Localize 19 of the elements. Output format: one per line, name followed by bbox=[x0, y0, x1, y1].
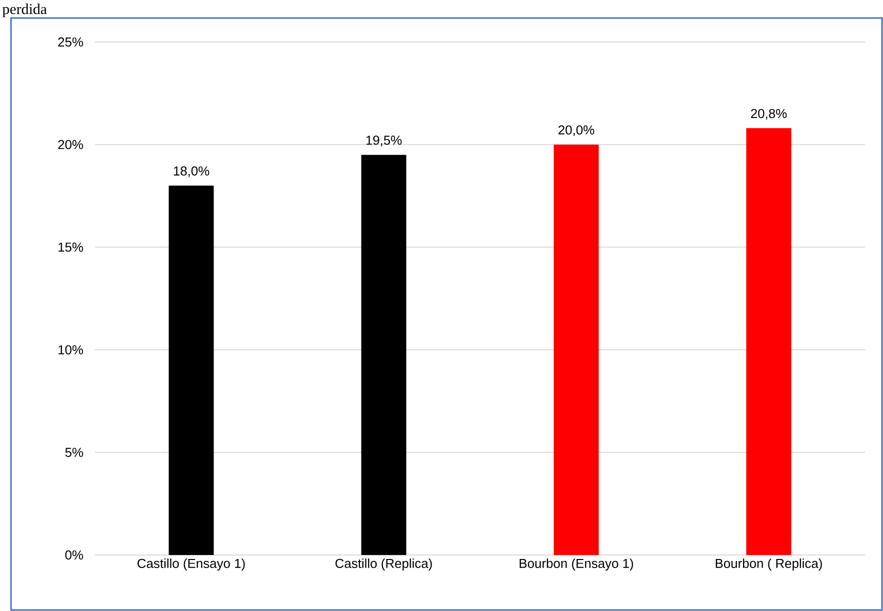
data-label: 20,8% bbox=[751, 108, 787, 120]
y-tick-label: 5% bbox=[65, 448, 84, 457]
x-tick-label: Bourbon ( Replica) bbox=[716, 558, 822, 571]
x-tick-label: Castillo (Replica) bbox=[335, 558, 432, 571]
y-tick-label: 15% bbox=[58, 242, 84, 252]
chart-title: perdida bbox=[2, 4, 47, 18]
x-tick-label: Castillo (Ensayo 1) bbox=[138, 558, 245, 571]
data-label: 18,0% bbox=[174, 166, 210, 178]
x-tick-label: Bourbon (Ensayo 1) bbox=[520, 558, 634, 571]
bar bbox=[554, 144, 599, 555]
data-label: 19,5% bbox=[366, 136, 402, 146]
bar bbox=[361, 154, 406, 555]
data-label: 20,0% bbox=[558, 125, 594, 136]
y-tick-label: 25% bbox=[58, 37, 84, 47]
bar bbox=[746, 128, 792, 555]
y-tick-label: 0% bbox=[65, 550, 84, 560]
bar bbox=[168, 186, 214, 555]
y-tick-label: 20% bbox=[58, 140, 84, 150]
y-tick-label: 10% bbox=[58, 345, 84, 354]
